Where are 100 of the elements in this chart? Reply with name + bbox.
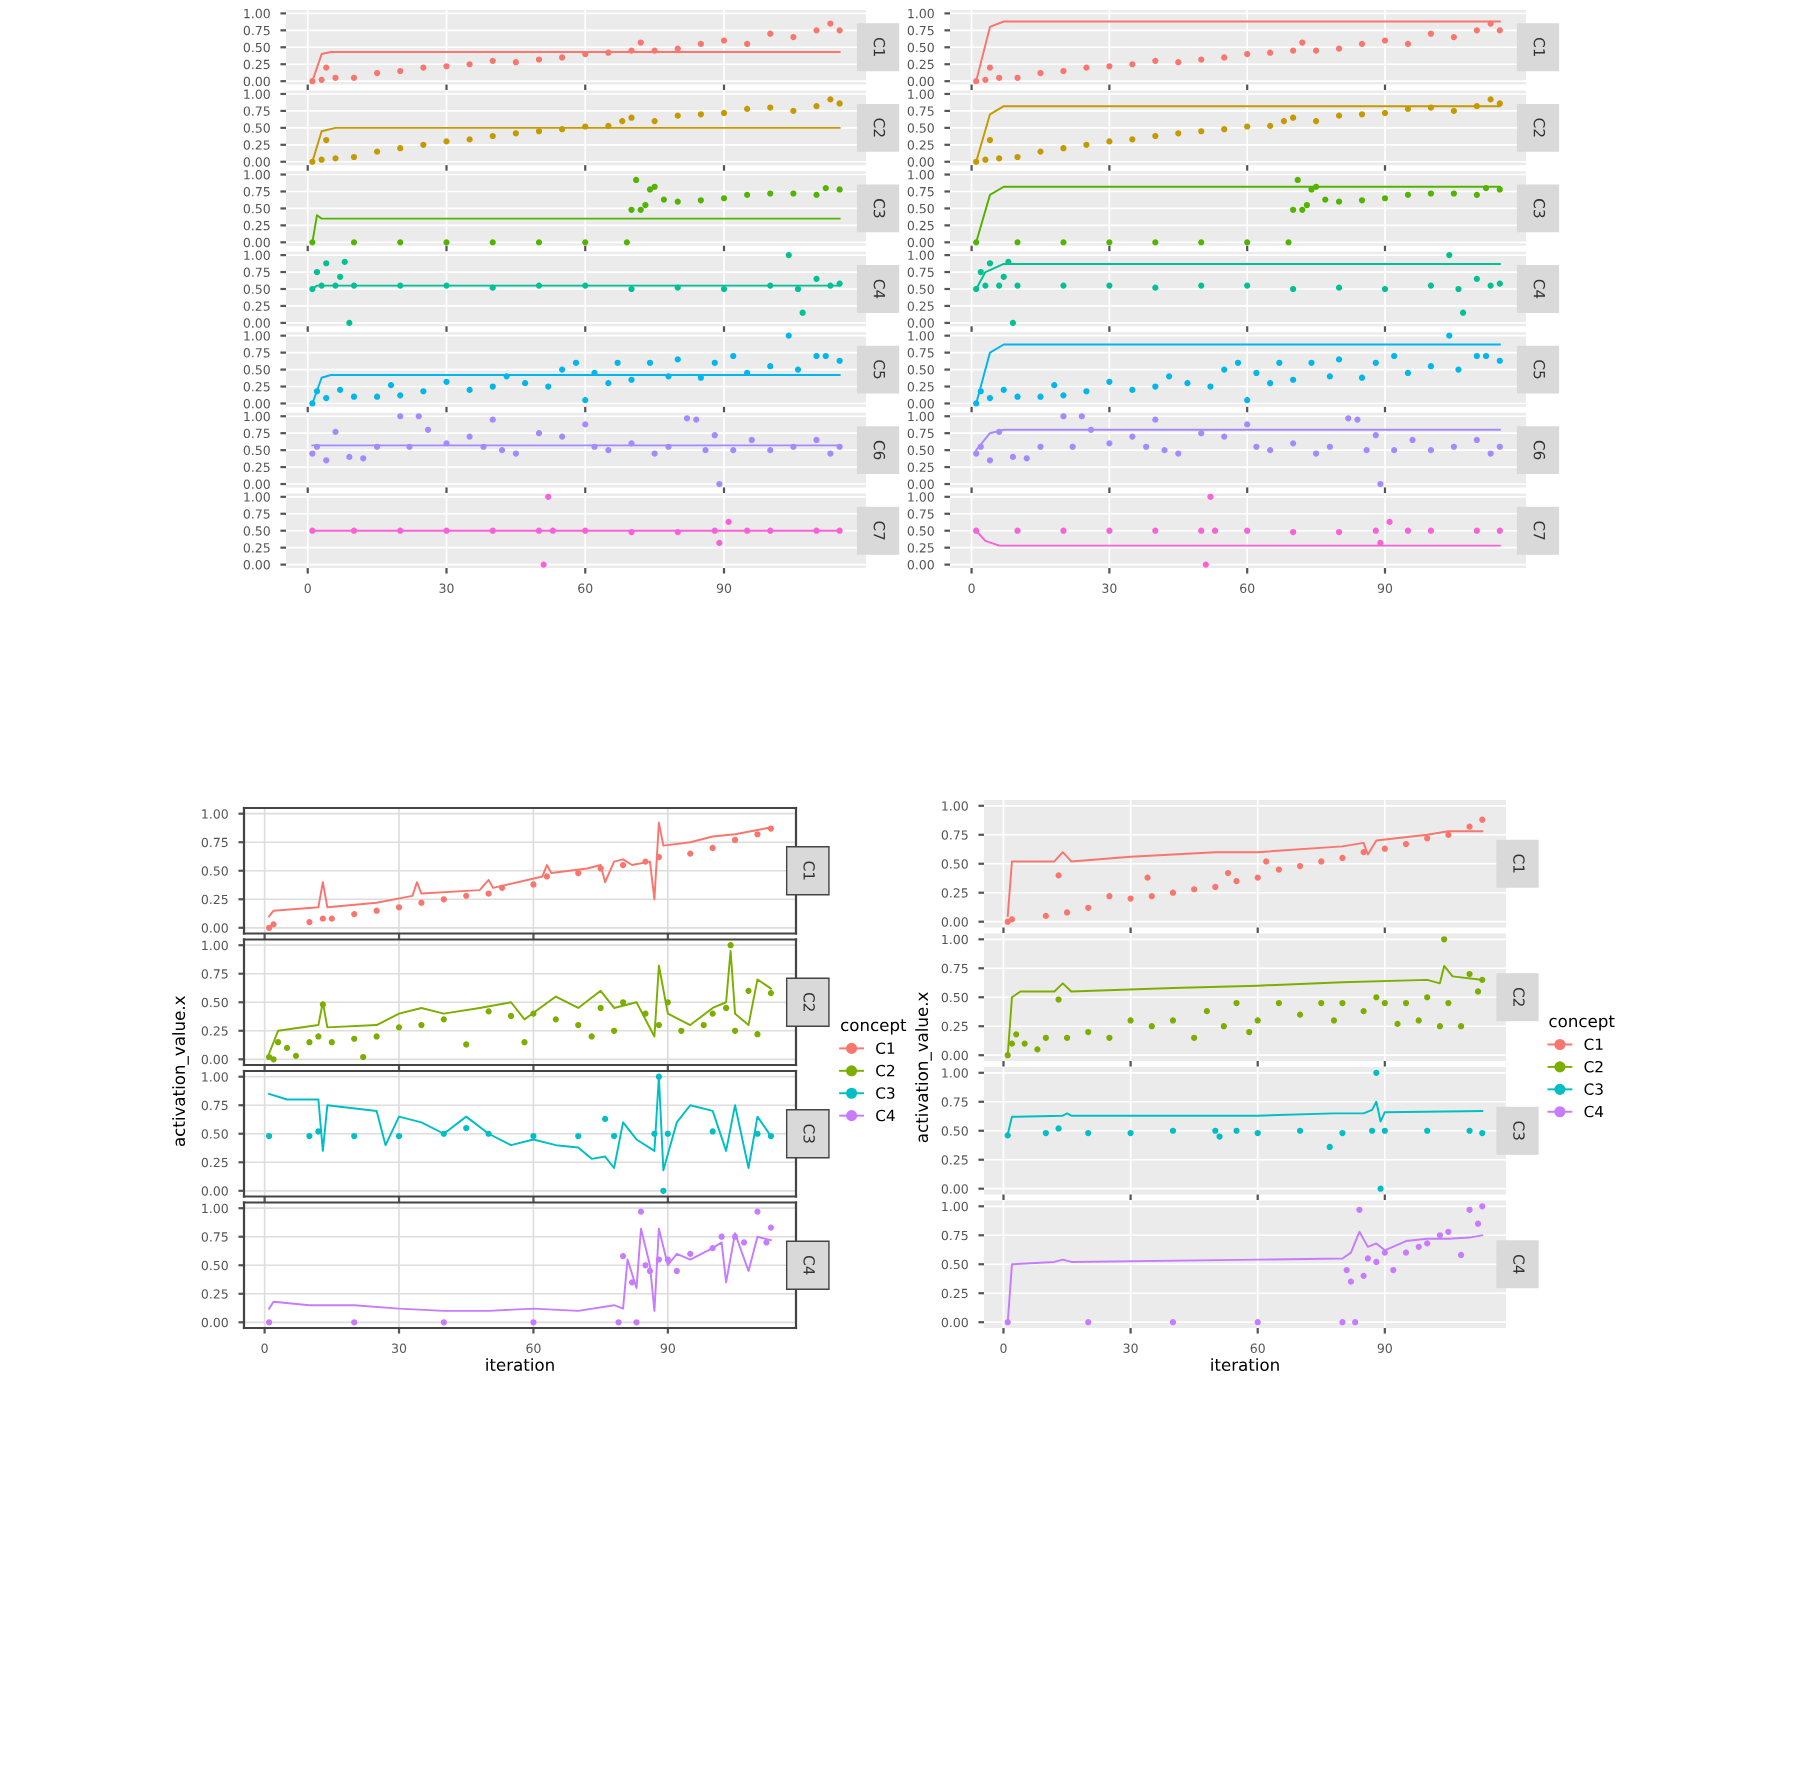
point xyxy=(711,432,718,439)
point xyxy=(1175,59,1182,66)
point xyxy=(1037,393,1044,400)
point xyxy=(1106,527,1113,534)
point xyxy=(512,130,519,137)
point xyxy=(605,49,612,56)
point xyxy=(794,366,802,373)
point xyxy=(1372,527,1379,534)
point xyxy=(1335,198,1343,205)
point xyxy=(1009,453,1017,461)
point xyxy=(1148,893,1155,900)
point xyxy=(1106,239,1113,246)
point xyxy=(1290,114,1297,121)
point xyxy=(572,359,580,366)
point xyxy=(1347,1278,1355,1285)
point xyxy=(836,527,843,534)
line-series xyxy=(268,1075,772,1172)
point xyxy=(720,37,728,44)
point xyxy=(633,176,640,184)
point xyxy=(1009,319,1017,326)
point xyxy=(1496,100,1503,107)
point xyxy=(374,393,381,400)
point xyxy=(973,78,980,85)
point xyxy=(1233,1127,1240,1134)
point xyxy=(664,1256,671,1263)
point xyxy=(1233,999,1240,1007)
point xyxy=(582,239,589,246)
point xyxy=(1037,148,1044,155)
point xyxy=(651,117,658,125)
point xyxy=(337,273,344,280)
point xyxy=(530,1010,537,1017)
point xyxy=(1008,916,1016,923)
point xyxy=(559,433,566,440)
point xyxy=(1427,447,1435,454)
point xyxy=(360,455,367,462)
point xyxy=(1296,1011,1304,1018)
point xyxy=(397,67,404,75)
point xyxy=(1129,61,1136,68)
point xyxy=(1014,282,1021,289)
point xyxy=(614,359,621,366)
point xyxy=(628,114,635,121)
point xyxy=(337,386,344,394)
point xyxy=(1450,34,1457,41)
point xyxy=(1042,1129,1049,1137)
point xyxy=(1377,1185,1384,1192)
point xyxy=(1356,1206,1363,1213)
point xyxy=(270,1056,277,1063)
point xyxy=(973,285,980,293)
point xyxy=(1063,1034,1071,1041)
point xyxy=(1042,912,1049,920)
point xyxy=(1244,123,1251,130)
point xyxy=(642,1262,649,1269)
point xyxy=(1127,895,1134,902)
point xyxy=(1060,67,1067,75)
point xyxy=(1106,893,1113,900)
point xyxy=(1221,433,1228,440)
point xyxy=(319,1001,326,1008)
point xyxy=(466,136,473,143)
point xyxy=(309,239,316,246)
point xyxy=(615,1319,622,1326)
point xyxy=(642,858,649,865)
point xyxy=(767,825,775,832)
point xyxy=(628,376,635,383)
point xyxy=(720,285,728,293)
point xyxy=(1276,359,1283,366)
point xyxy=(323,136,330,144)
point xyxy=(1244,239,1251,246)
point xyxy=(1207,383,1214,390)
point xyxy=(503,373,510,380)
point xyxy=(790,443,797,450)
point xyxy=(498,447,506,454)
point xyxy=(1345,415,1352,422)
point xyxy=(1473,103,1480,110)
point xyxy=(1152,383,1159,390)
point xyxy=(1318,858,1325,865)
point xyxy=(1254,1319,1261,1326)
point xyxy=(605,380,612,387)
point xyxy=(1358,111,1366,118)
point xyxy=(1060,239,1067,246)
point xyxy=(754,1031,761,1038)
point xyxy=(463,1041,470,1048)
point xyxy=(790,190,797,197)
point xyxy=(973,450,980,457)
point xyxy=(754,1130,761,1137)
point xyxy=(1013,1031,1020,1038)
point xyxy=(1326,373,1333,380)
point xyxy=(274,1039,282,1046)
point xyxy=(1152,284,1159,291)
point xyxy=(1404,527,1412,534)
point xyxy=(1267,49,1274,56)
point xyxy=(1404,40,1412,47)
point xyxy=(1234,359,1242,366)
line-series xyxy=(268,1227,772,1312)
point xyxy=(822,184,829,192)
point xyxy=(582,396,589,404)
point xyxy=(1055,996,1062,1003)
point xyxy=(485,1130,492,1137)
point xyxy=(1390,1266,1397,1274)
point xyxy=(1441,936,1448,943)
point xyxy=(683,415,691,422)
